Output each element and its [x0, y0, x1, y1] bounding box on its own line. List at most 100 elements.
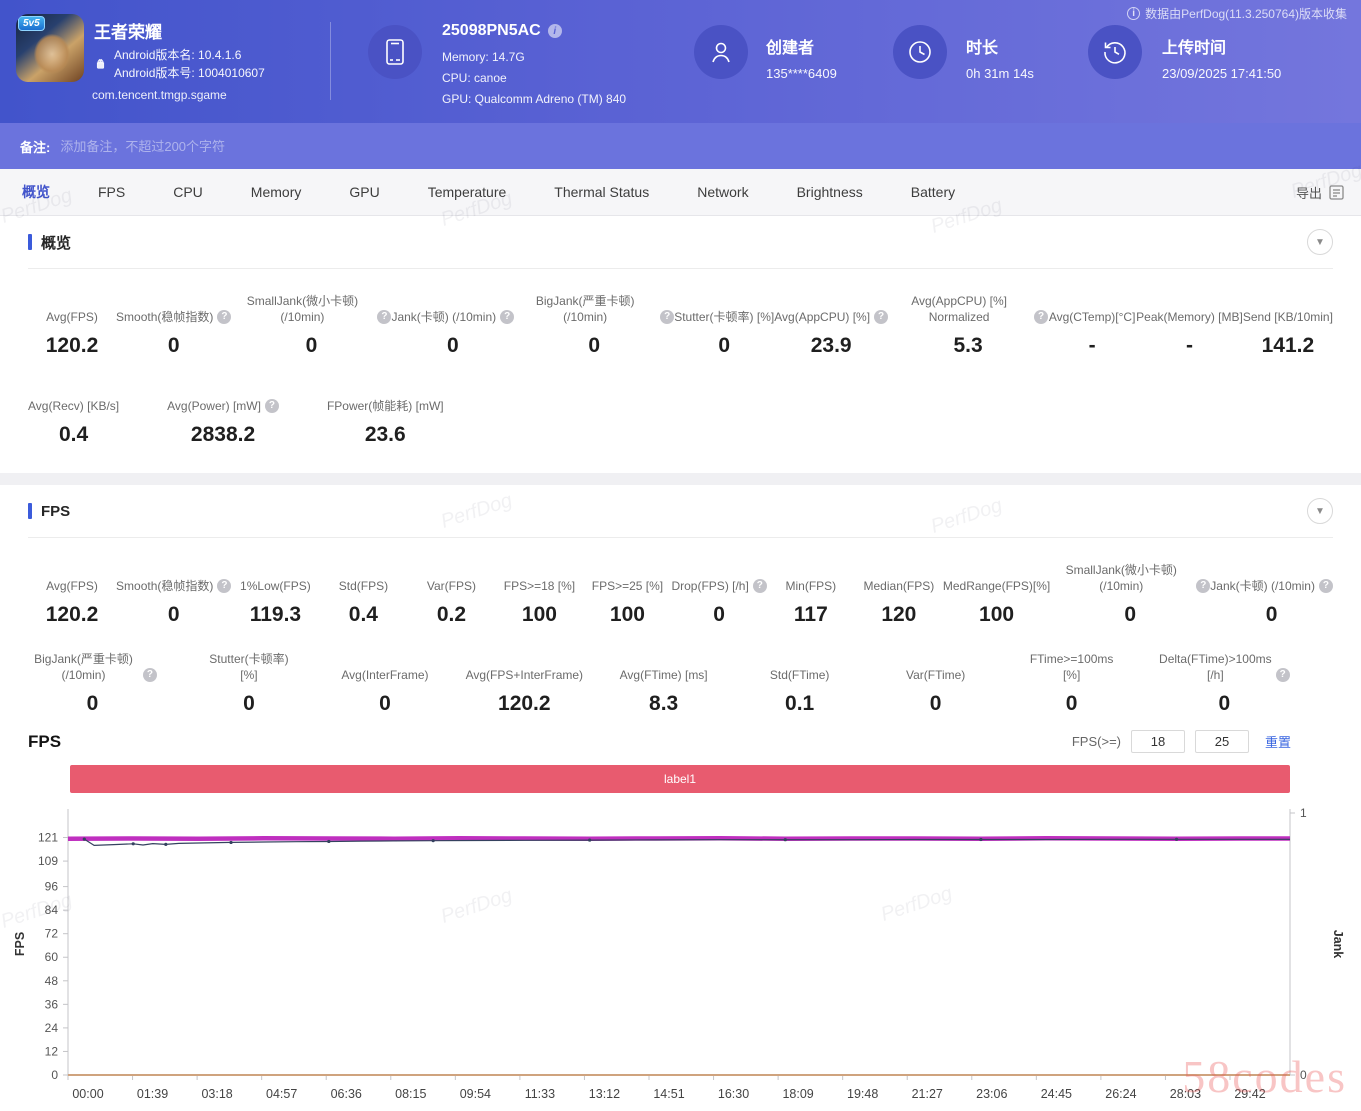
- metric-value: 0: [718, 334, 731, 357]
- metric-value: 0: [1265, 603, 1278, 626]
- fps-threshold-input-high[interactable]: [1194, 730, 1249, 753]
- metric-label: Var(FPS): [426, 579, 476, 593]
- info-icon: i: [1127, 7, 1141, 20]
- metric-label: Avg(FPS+InterFrame): [465, 668, 584, 682]
- svg-text:FPS: FPS: [13, 932, 27, 956]
- tab-memory[interactable]: Memory: [250, 184, 302, 200]
- svg-text:0: 0: [51, 1068, 58, 1082]
- tab-network[interactable]: Network: [697, 184, 749, 200]
- help-icon[interactable]: ?: [217, 579, 232, 593]
- device-name: 25098PN5AC: [442, 22, 541, 39]
- metric-value: 0.4: [348, 603, 378, 626]
- tab-temperature[interactable]: Temperature: [427, 184, 507, 200]
- fps-threshold-input-low[interactable]: [1130, 730, 1185, 753]
- metric-jank-10min: Jank(卡顿) (/10min)? 0: [1210, 562, 1333, 627]
- tab-cpu[interactable]: CPU: [173, 184, 203, 200]
- metric-avg-fps: Avg(FPS) 120.2: [28, 293, 116, 358]
- svg-text:21:27: 21:27: [912, 1087, 943, 1101]
- help-icon[interactable]: ?: [660, 310, 675, 324]
- tab-概览[interactable]: 概览: [22, 184, 50, 200]
- svg-text:06:36: 06:36: [331, 1087, 362, 1101]
- device-memory: Memory: 14.7G: [442, 50, 525, 64]
- metric-label: Avg(Power) [mW]: [167, 399, 261, 413]
- help-icon[interactable]: ?: [377, 310, 392, 324]
- metric-avg-fps-interframe: Avg(FPS+InterFrame) 120.2: [466, 651, 583, 716]
- fps-chart-header: FPS FPS(>=) 重置: [0, 716, 1361, 753]
- metric-value: 120.2: [45, 603, 99, 626]
- svg-text:84: 84: [45, 903, 59, 917]
- history-clock-icon: [1104, 42, 1126, 64]
- upload-label: 上传时间: [1162, 40, 1227, 57]
- reset-link[interactable]: 重置: [1264, 735, 1291, 750]
- device-gpu: GPU: Qualcomm Adreno (TM) 840: [442, 92, 627, 106]
- game-title: 王者荣耀: [94, 23, 162, 42]
- help-icon[interactable]: ?: [500, 310, 515, 324]
- svg-text:00:00: 00:00: [72, 1087, 103, 1101]
- svg-text:18:09: 18:09: [782, 1087, 813, 1101]
- metric-label: Avg(AppCPU) [%] Normalized: [911, 294, 1007, 324]
- fps-section: FPS ▼ Avg(FPS) 120.2 Smooth(稳帧指数)? 0 1%Low(F…: [0, 485, 1361, 716]
- svg-text:1: 1: [1300, 806, 1307, 820]
- metric-label: Avg(AppCPU) [%]: [774, 310, 871, 324]
- help-icon[interactable]: ?: [142, 668, 157, 682]
- fps-chart-canvas: 121 109 96 84 72 60 48 36 24 12 0 1 0 00:00 01:39 03:18…: [13, 806, 1345, 1101]
- creator-label: 创建者: [766, 40, 815, 57]
- metric-bigjank-10min: BigJank(严重卡顿) (/10min)? 0: [28, 651, 157, 716]
- device-cpu: CPU: canoe: [442, 71, 507, 85]
- metric-label: Avg(FPS): [46, 310, 98, 324]
- help-icon[interactable]: ?: [1318, 579, 1333, 593]
- metric-var-fps: Var(FPS) 0.2: [407, 562, 495, 627]
- tab-bar: 概览 FPS CPU Memory GPU Temperature Thermal Stat…: [0, 169, 1361, 216]
- svg-text:04:57: 04:57: [266, 1087, 297, 1101]
- tab-fps[interactable]: FPS: [98, 184, 126, 200]
- metric-label: SmallJank(微小卡顿) (/10min): [1065, 563, 1177, 593]
- svg-text:121: 121: [38, 831, 58, 845]
- help-icon[interactable]: ?: [217, 310, 232, 324]
- user-icon: [712, 42, 730, 63]
- metric-value: 120.2: [498, 692, 551, 715]
- tab-gpu[interactable]: GPU: [349, 184, 380, 200]
- header-divider: [330, 22, 331, 100]
- android-icon: [96, 58, 105, 69]
- overview-metrics-row-1: Avg(FPS) 120.2 Smooth(稳帧指数)? 0 SmallJank(微小卡…: [28, 293, 1333, 358]
- help-icon[interactable]: ?: [1275, 668, 1290, 682]
- metric-jank-10min: Jank(卡顿) (/10min)? 0: [391, 293, 515, 358]
- device-info-icon[interactable]: i: [547, 24, 562, 38]
- overview-collapse-button[interactable]: ▼: [1307, 229, 1333, 255]
- metric-smooth: Smooth(稳帧指数)? 0: [116, 562, 232, 627]
- tab-battery[interactable]: Battery: [910, 184, 956, 200]
- metric-1-low-fps: 1%Low(FPS) 119.3: [231, 562, 319, 627]
- tab-thermal-status[interactable]: Thermal Status: [554, 184, 650, 200]
- metric-avg-interframe: Avg(InterFrame) 0: [341, 651, 429, 716]
- metric-value: 8.3: [649, 692, 679, 715]
- metric-label: Drop(FPS) [/h]: [671, 579, 749, 593]
- device-name-row: 25098PN5AC i: [442, 22, 562, 40]
- game-app-icon: 5v5: [16, 14, 84, 82]
- help-icon[interactable]: ?: [874, 310, 889, 324]
- note-input[interactable]: [60, 138, 1341, 154]
- metric-median-fps: Median(FPS) 120: [855, 562, 943, 627]
- metric-value: 23.6: [364, 423, 406, 446]
- export-button[interactable]: 导出: [1296, 183, 1345, 202]
- fps-collapse-button[interactable]: ▼: [1307, 498, 1333, 524]
- metric-fpower-mw: FPower(帧能耗) [mW] 23.6: [327, 382, 444, 447]
- tab-brightness[interactable]: Brightness: [796, 184, 863, 200]
- svg-text:96: 96: [45, 880, 59, 894]
- metric-label: Min(FPS): [785, 579, 837, 593]
- help-icon[interactable]: ?: [1034, 310, 1049, 324]
- game-icon-badge: 5v5: [18, 16, 45, 31]
- section-separator: [0, 473, 1361, 485]
- metric-stutter: Stutter(卡顿率) [%] 0: [674, 293, 774, 358]
- help-icon[interactable]: ?: [264, 399, 279, 413]
- svg-text:01:39: 01:39: [137, 1087, 168, 1101]
- duration-label: 时长: [966, 40, 999, 57]
- upload-icon-circle: [1088, 25, 1142, 79]
- svg-text:0: 0: [1300, 1068, 1307, 1082]
- help-icon[interactable]: ?: [752, 579, 767, 593]
- metric-fps-18: FPS>=18 [%] 100: [495, 562, 583, 627]
- metric-std-fps: Std(FPS) 0.4: [319, 562, 407, 627]
- metric-label: Jank(卡顿) (/10min): [1210, 579, 1315, 593]
- metric-value: 141.2: [1261, 334, 1315, 357]
- metric-avg-ftime-ms: Avg(FTime) [ms] 8.3: [620, 651, 708, 716]
- help-icon[interactable]: ?: [1196, 579, 1211, 593]
